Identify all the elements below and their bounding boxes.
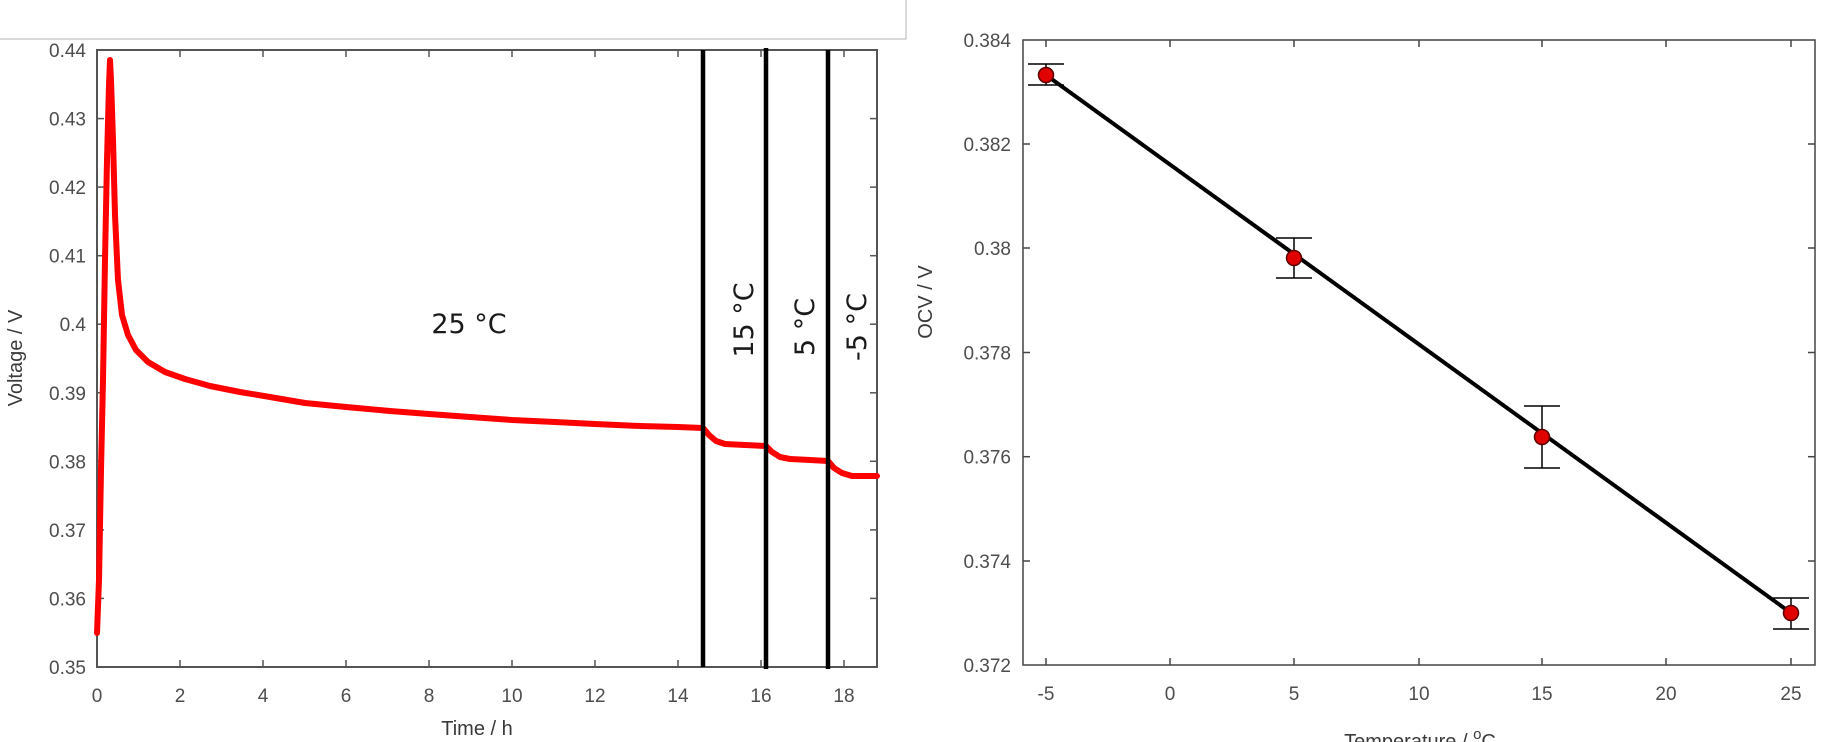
y-tick-label: 0.37 [49,521,86,542]
x-tick-label: 12 [584,686,605,707]
voltage-time-chart: 0.44 0.43 0.42 0.41 0.4 0.39 0.38 0.37 0… [5,41,880,740]
x-tick-label: 6 [341,686,352,707]
y-tick-label: 0.374 [963,552,1011,573]
x-tick-label: 5 [1289,684,1300,705]
y-tick-label: 0.35 [49,658,86,679]
x-tick-label: 25 [1780,684,1801,705]
annotation-15c: 15 °C [729,282,760,357]
x-tick-label: 8 [424,686,435,707]
y-tick-label: 0.39 [49,384,86,405]
right-x-ticks [1045,40,1792,665]
left-plot-area [96,49,878,668]
right-x-tick-labels: -5 0 5 10 15 20 25 [1038,684,1802,705]
y-tick-label: 0.38 [49,452,86,473]
left-x-tick-labels: 0 2 4 6 8 10 12 14 16 18 [92,686,855,707]
y-tick-label: 0.44 [49,41,86,62]
x-tick-label: 10 [501,686,522,707]
data-point-15c [1533,428,1551,446]
x-tick-label: 16 [750,686,771,707]
y-tick-label: 0.372 [963,656,1011,677]
data-point-25c [1782,604,1800,622]
right-y-ticks [1023,143,1815,562]
annotation-5c: 5 °C [790,298,821,356]
left-y-axis-label: Voltage / V [5,309,27,406]
y-tick-label: 0.42 [49,178,86,199]
right-y-tick-labels: 0.384 0.382 0.38 0.378 0.376 0.374 0.372 [963,31,1011,677]
annotation-25c: 25 °C [431,309,506,340]
right-plot-area [1022,39,1816,666]
left-y-tick-labels: 0.44 0.43 0.42 0.41 0.4 0.39 0.38 0.37 0… [49,41,86,679]
annotation-minus5c: -5 °C [842,293,873,361]
voltage-curve [94,57,880,636]
y-tick-label: 0.384 [963,31,1011,52]
y-tick-label: 0.378 [963,344,1011,365]
x-tick-label: 2 [175,686,186,707]
y-tick-label: 0.4 [60,315,87,336]
linear-fit-line [1044,73,1793,615]
data-markers [1037,66,1800,622]
right-y-axis-label: OCV / V [915,265,937,339]
y-tick-label: 0.382 [963,135,1011,156]
x-tick-label: 0 [1165,684,1176,705]
left-x-axis-label: Time / h [441,718,513,740]
x-tick-label: 18 [833,686,854,707]
y-tick-label: 0.41 [49,247,86,268]
ocv-temperature-chart: 0.384 0.382 0.38 0.378 0.376 0.374 0.372… [915,31,1816,742]
x-tick-label: 0 [92,686,103,707]
x-tick-label: 15 [1531,684,1552,705]
y-tick-label: 0.43 [49,110,86,131]
y-tick-label: 0.36 [49,589,86,610]
left-x-ticks [179,50,845,667]
y-tick-label: 0.38 [974,239,1011,260]
right-x-axis-label: Temperature / oC [1344,726,1496,742]
x-tick-label: 4 [258,686,269,707]
x-tick-label: -5 [1038,684,1055,705]
y-tick-label: 0.376 [963,448,1011,469]
x-tick-label: 10 [1408,684,1429,705]
x-tick-label: 20 [1655,684,1676,705]
data-point-minus5c [1037,66,1055,84]
data-point-5c [1285,249,1303,267]
x-tick-label: 14 [667,686,689,707]
overlay-frame-edge [0,0,907,40]
